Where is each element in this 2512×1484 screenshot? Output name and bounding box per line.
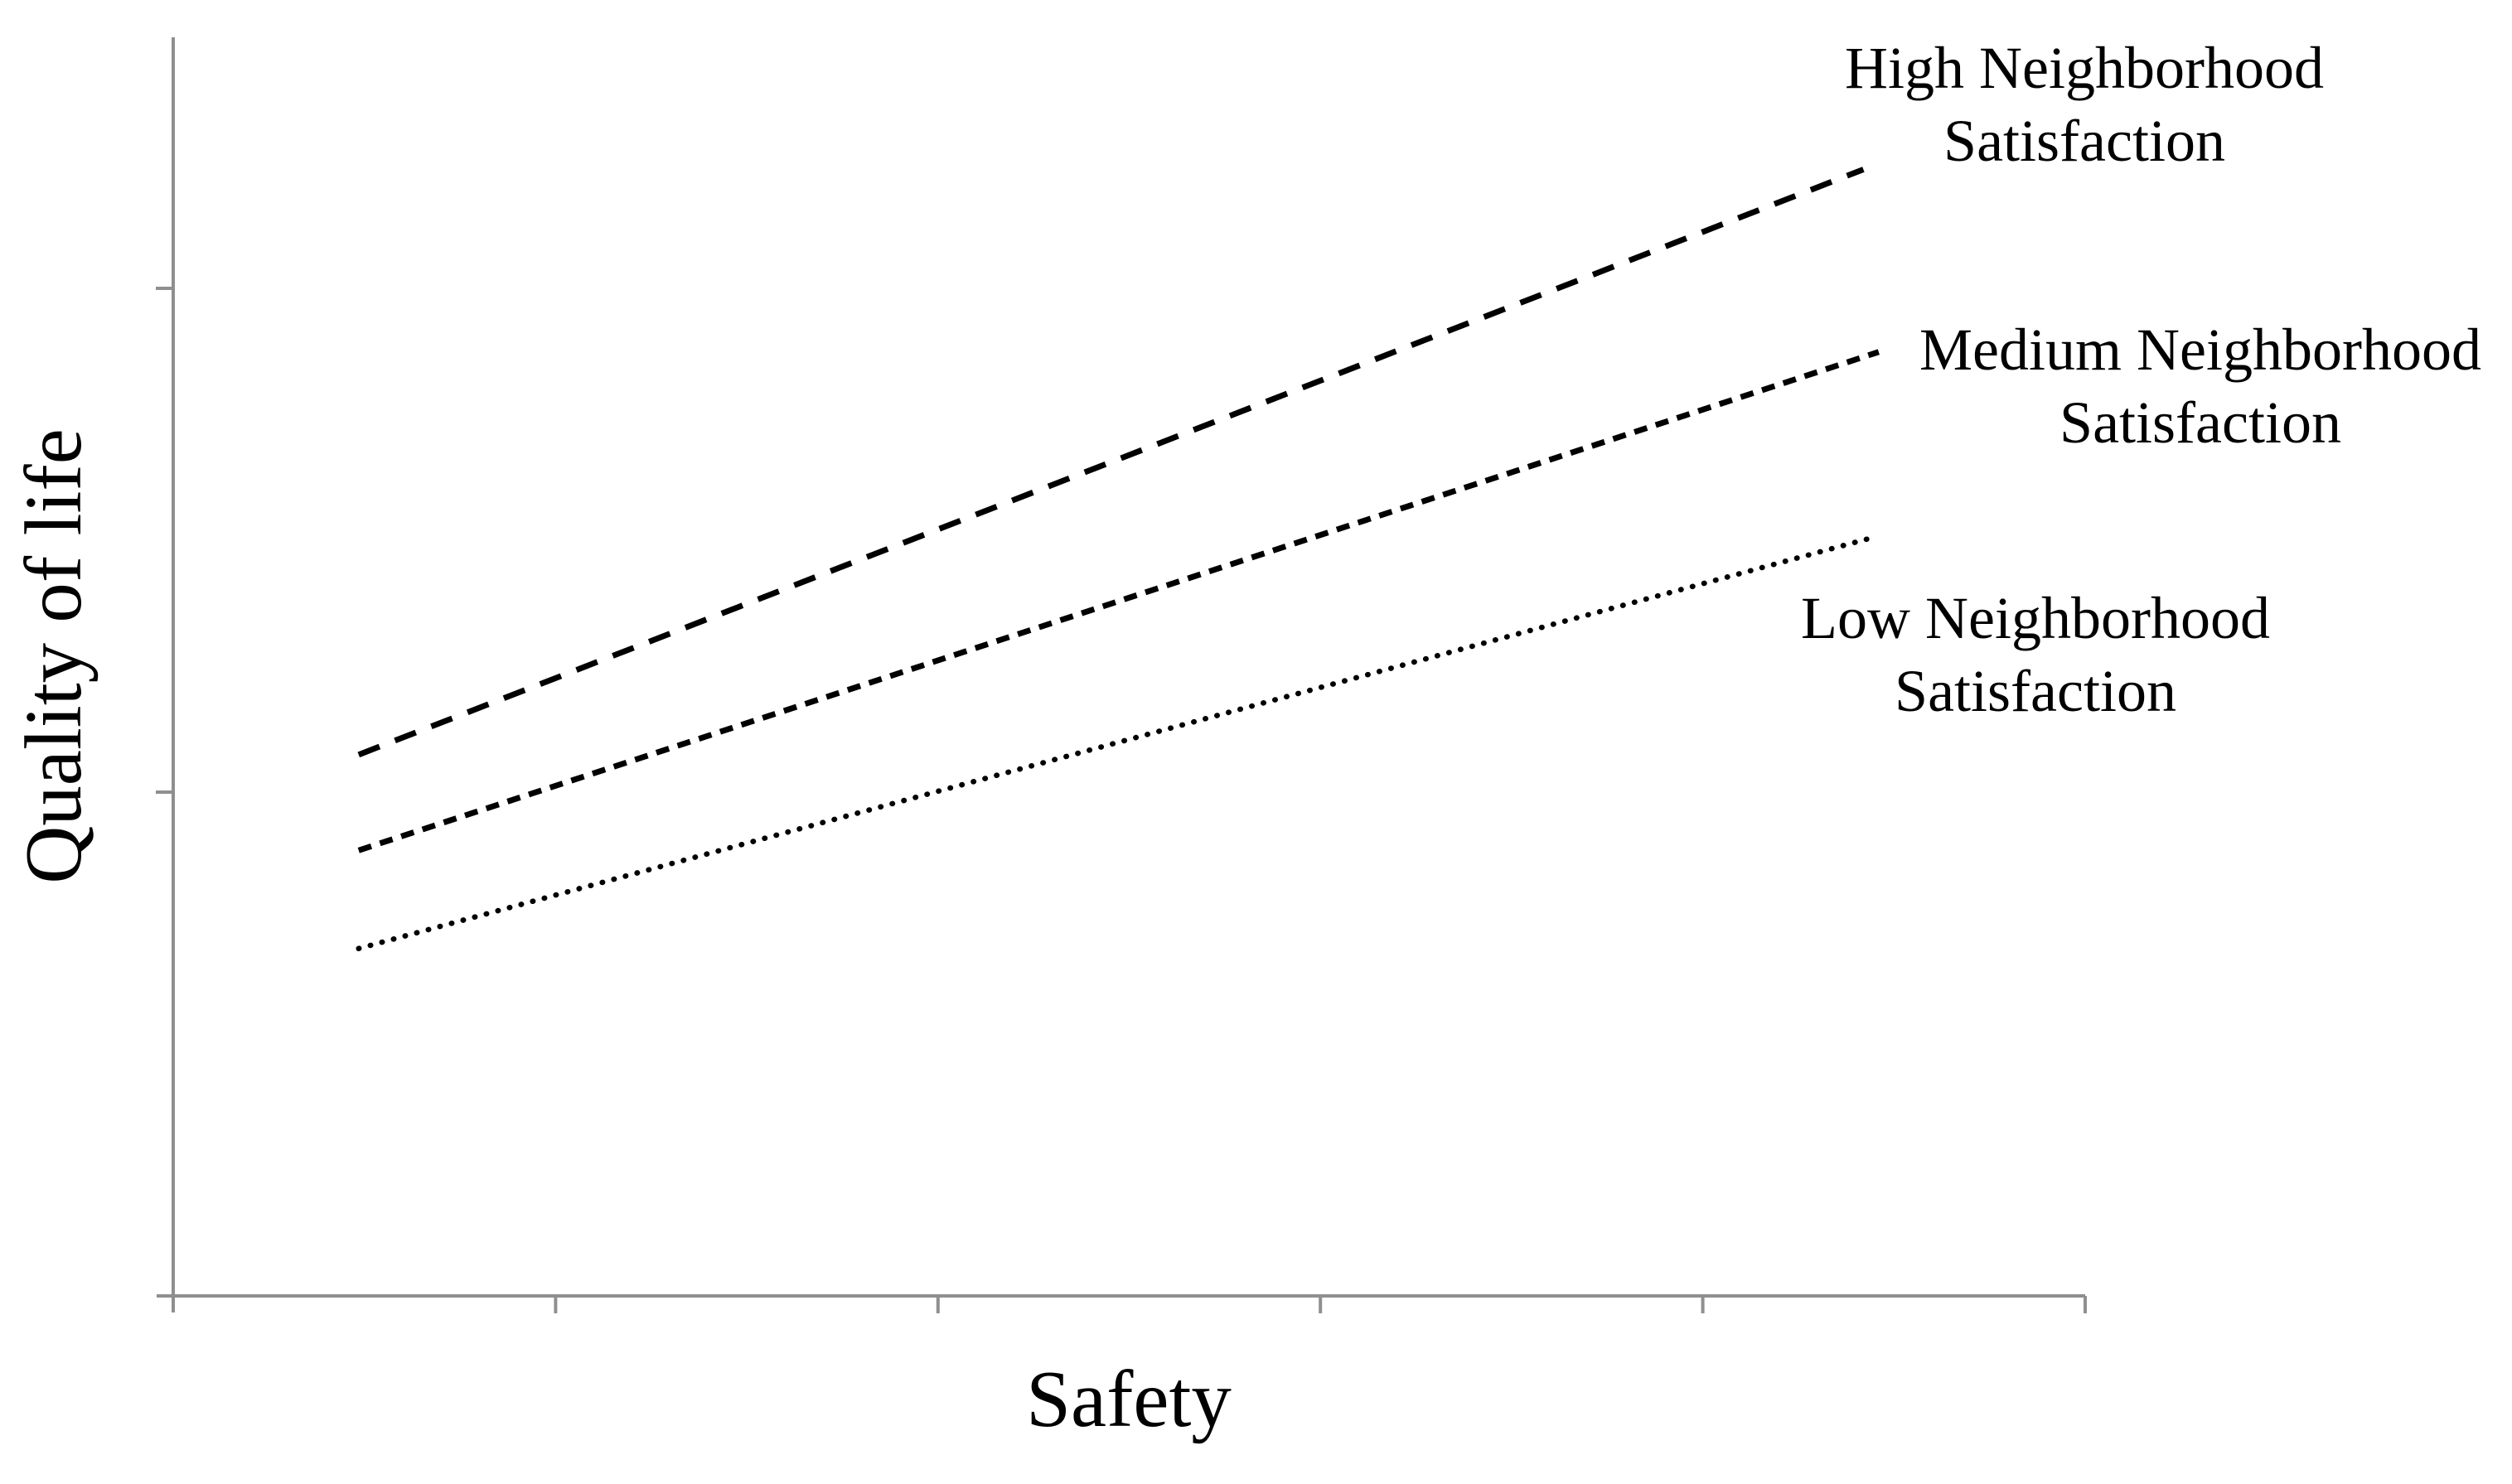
- series-label-high: High Neighborhood Satisfaction: [1753, 31, 2416, 177]
- series-label-high-line1: High Neighborhood: [1845, 35, 2324, 101]
- series-label-medium: Medium Neighborhood Satisfaction: [1869, 313, 2512, 459]
- series-label-low: Low Neighborhood Satisfaction: [1704, 582, 2367, 727]
- x-axis-title: Safety: [1026, 1355, 1232, 1443]
- series-line-high: [357, 167, 1865, 758]
- series-label-low-line1: Low Neighborhood: [1801, 585, 2270, 651]
- series-label-medium-line2: Satisfaction: [2059, 389, 2341, 456]
- y-axis-title: Quality of life: [9, 428, 98, 884]
- series-label-high-line2: Satisfaction: [1943, 108, 2225, 174]
- axis-ticks: [156, 287, 2087, 1313]
- series-line-low: [356, 534, 1878, 952]
- series-line-medium: [357, 349, 1880, 853]
- series-label-low-line2: Satisfaction: [1895, 658, 2176, 724]
- series-label-medium-line1: Medium Neighborhood: [1919, 317, 2481, 383]
